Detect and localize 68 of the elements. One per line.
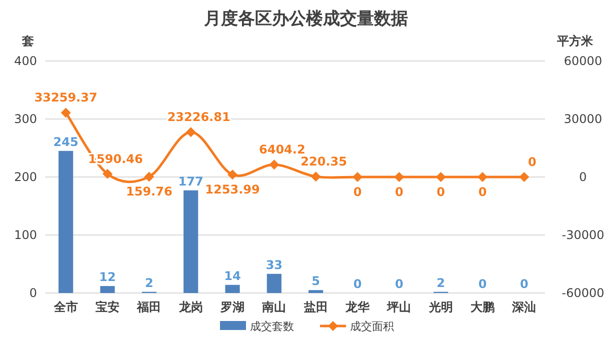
data-label: 0 [478,277,487,291]
y2-tick-label: 30000 [564,112,602,126]
y2-tick-label: -30000 [562,228,604,242]
y2-tick-label: -60000 [562,286,604,300]
data-label: 159.76 [126,184,172,199]
bar [225,284,240,293]
x-tick-label: 大鹏 [470,300,494,314]
y2-axis-title: 平方米 [556,34,594,48]
x-tick-label: 全市 [52,300,78,314]
point [102,168,112,179]
data-label: 0 [436,185,446,199]
x-tick-label: 福田 [136,300,162,314]
data-label: 14 [224,268,241,283]
data-label: 33 [266,258,283,272]
y-tick-label: 400 [14,54,37,68]
data-label: 12 [99,270,116,284]
bar [100,286,115,293]
data-label: 0 [394,277,404,291]
data-label: 2 [144,276,154,290]
data-label: 0 [353,185,362,199]
point [60,108,71,118]
point [310,172,321,182]
point [519,172,530,182]
bar [266,274,282,293]
legend-label: 成交面积 [350,320,394,333]
data-label: 5 [312,274,320,288]
point [144,172,154,182]
data-label: 23226.81 [167,110,230,124]
point [394,172,404,182]
x-tick-label: 盐田 [302,300,328,314]
y-tick-label: 0 [29,286,37,300]
x-tick-label: 罗湖 [220,300,244,314]
x-tick-label: 坪山 [386,300,412,314]
x-tick-label: 光明 [428,300,453,314]
data-label: 0 [353,277,362,291]
y-tick-label: 300 [14,112,37,126]
point [186,127,196,138]
x-tick-label: 龙岗 [178,300,203,314]
data-label: 0 [528,155,536,169]
legend-label: 成交套数 [250,320,294,333]
bar [184,190,198,293]
data-label: 2 [436,276,446,290]
data-label: 177 [178,174,204,188]
point [436,172,446,182]
x-tick-label: 深汕 [511,300,536,314]
y2-tick-label: 0 [579,170,587,184]
x-tick-label: 宝安 [96,300,120,314]
chart-title: 月度各区办公楼成交量数据 [203,9,408,29]
y-tick-label: 100 [14,228,37,242]
data-label: 1253.99 [205,182,260,197]
y-axis-title: 套 [21,34,34,48]
x-tick-label: 南山 [261,300,286,314]
data-label: 0 [520,277,528,291]
y-tick-label: 200 [14,170,37,184]
bar [308,290,324,293]
point [352,172,362,182]
data-label: 33259.37 [34,90,98,105]
bar [58,150,74,293]
point [478,172,488,182]
data-label: 245 [53,134,78,149]
data-label: 220.35 [300,154,347,169]
data-label: 0 [478,185,487,199]
data-label: 0 [394,185,404,199]
data-label: 6404.2 [259,142,306,157]
point [269,160,280,170]
y2-tick-label: 60000 [564,54,602,68]
x-tick-label: 龙华 [344,300,370,314]
point [228,170,238,180]
